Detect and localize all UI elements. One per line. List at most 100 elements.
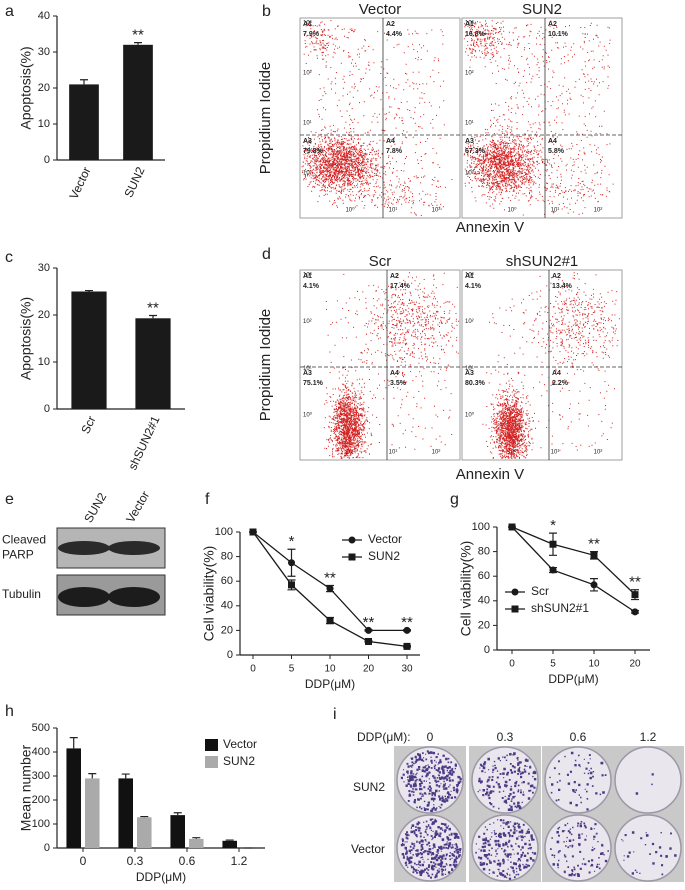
row-label: Cleaved — [2, 533, 46, 547]
well — [471, 746, 539, 814]
y-tick-label: 40 — [221, 600, 233, 612]
x-tick-label: 5 — [550, 659, 556, 670]
quadrant-value: 4.1% — [303, 283, 320, 290]
error-bar — [121, 773, 130, 779]
y-tick-label: 100 — [32, 818, 50, 830]
quadrant-value: 5.8% — [548, 148, 565, 155]
dose-label: 0.3 — [497, 730, 514, 744]
x-tick-label: 1.2 — [231, 854, 248, 868]
x-tick-label: Vector — [67, 165, 94, 202]
y-tick-label: 0 — [44, 842, 50, 854]
x-tick-label: 10¹ — [389, 450, 398, 456]
plot-title: Scr — [369, 253, 392, 270]
quadrant-name: A2 — [386, 21, 395, 28]
panel-label: c — [5, 249, 13, 266]
y-tick-label: 10⁰ — [303, 412, 313, 419]
x-tick-label: 20 — [363, 664, 375, 675]
x-tick-label: 0 — [250, 664, 256, 675]
y-tick-label: 10² — [465, 71, 474, 77]
error-bar — [85, 289, 93, 292]
x-tick-label: 10⁰ — [345, 207, 355, 214]
x-tick-label: 10 — [588, 659, 600, 670]
legend-label: shSUN2#1 — [531, 601, 589, 615]
significance-label: ** — [147, 299, 159, 316]
row-label: SUN2 — [353, 780, 385, 794]
quadrant-value: 7.8% — [386, 148, 403, 155]
x-tick-label: 0 — [80, 854, 87, 868]
event-dots — [463, 20, 614, 216]
y-tick-label: 0 — [44, 403, 50, 415]
marker — [288, 559, 295, 567]
x-tick-label: 10¹ — [389, 208, 398, 214]
legend-label: Scr — [531, 584, 549, 598]
y-tick-label: 10⁰ — [465, 412, 475, 419]
bar — [66, 748, 81, 848]
x-tick-label: 10⁰ — [507, 449, 517, 456]
y-tick-label: 400 — [32, 746, 50, 758]
colonies — [549, 751, 607, 811]
panel-label: b — [262, 3, 271, 20]
marker — [348, 536, 356, 544]
quadrant-name: A3 — [465, 370, 474, 377]
quadrant-value: 16.8% — [465, 31, 486, 38]
lane-label: Vector — [123, 489, 152, 525]
quadrant-name: A4 — [390, 370, 399, 377]
x-tick-label: 5 — [289, 664, 295, 675]
quadrant-value: 7.9% — [303, 31, 320, 38]
y-tick-label: 80 — [478, 546, 490, 558]
colony-assay: i DDP(μM): 0 0.3 0.6 1.2 SUN2 Vector — [333, 706, 684, 882]
y-axis-title: Apoptosis(%) — [18, 297, 34, 380]
legend-swatch — [205, 756, 218, 768]
y-tick-label: 500 — [32, 722, 50, 734]
event-dots — [323, 272, 460, 459]
y-tick-label: 0 — [227, 649, 233, 661]
y-axis-title: Cell viability(%) — [201, 546, 217, 642]
bar — [85, 778, 100, 848]
y-tick-label: 60 — [221, 575, 233, 587]
dose-label: 0 — [427, 730, 434, 744]
y-tick-label: 10³ — [465, 21, 474, 27]
quadrant-value: 3.5% — [390, 380, 407, 387]
y-tick-label: 10² — [303, 71, 312, 77]
row-label: Tubulin — [2, 587, 41, 601]
colonies — [635, 773, 654, 795]
marker — [631, 608, 639, 616]
plot-frame — [299, 17, 461, 219]
significance-label: ** — [629, 574, 641, 591]
y-axis-title: Mean number — [18, 744, 34, 831]
error-bar — [225, 839, 234, 841]
y-tick-label: 10¹ — [303, 366, 312, 372]
plot-frame — [461, 17, 623, 219]
y-tick-label: 10 — [38, 356, 50, 368]
error-bar — [88, 773, 97, 779]
bar — [189, 838, 204, 848]
x-axis-title: DDP(μM) — [136, 870, 186, 884]
row-label: Vector — [351, 842, 385, 856]
y-tick-label: 30 — [38, 262, 50, 274]
chart: a 0 10 20 30 40 Apoptosis(%) Vector SUN2 ** — [5, 3, 165, 201]
x-tick-label: 10² — [594, 450, 603, 456]
y-tick-label: 10² — [303, 319, 312, 325]
quadrant-name: A4 — [552, 370, 561, 377]
panel-label: f — [205, 491, 210, 508]
x-tick-label: Scr — [78, 414, 98, 436]
x-axis-title: Annexin V — [456, 466, 524, 483]
flow-panel: d Propidium Iodide Annexin V Scr A1 4.1% A2 17.… — [257, 246, 623, 483]
well — [614, 814, 682, 882]
significance-label: ** — [132, 27, 144, 44]
plot-title: Vector — [359, 1, 402, 18]
well — [544, 746, 612, 814]
y-tick-label: 10³ — [465, 273, 474, 279]
significance-label: ** — [588, 536, 600, 553]
y-tick-label: 10³ — [303, 273, 312, 279]
blot-band — [58, 587, 110, 607]
marker — [631, 591, 639, 599]
marker — [288, 581, 295, 589]
error-bar — [69, 737, 78, 749]
panel-label: g — [450, 491, 459, 508]
bar — [69, 84, 99, 160]
quadrant-value: 13.4% — [552, 283, 573, 290]
bar — [222, 840, 237, 848]
